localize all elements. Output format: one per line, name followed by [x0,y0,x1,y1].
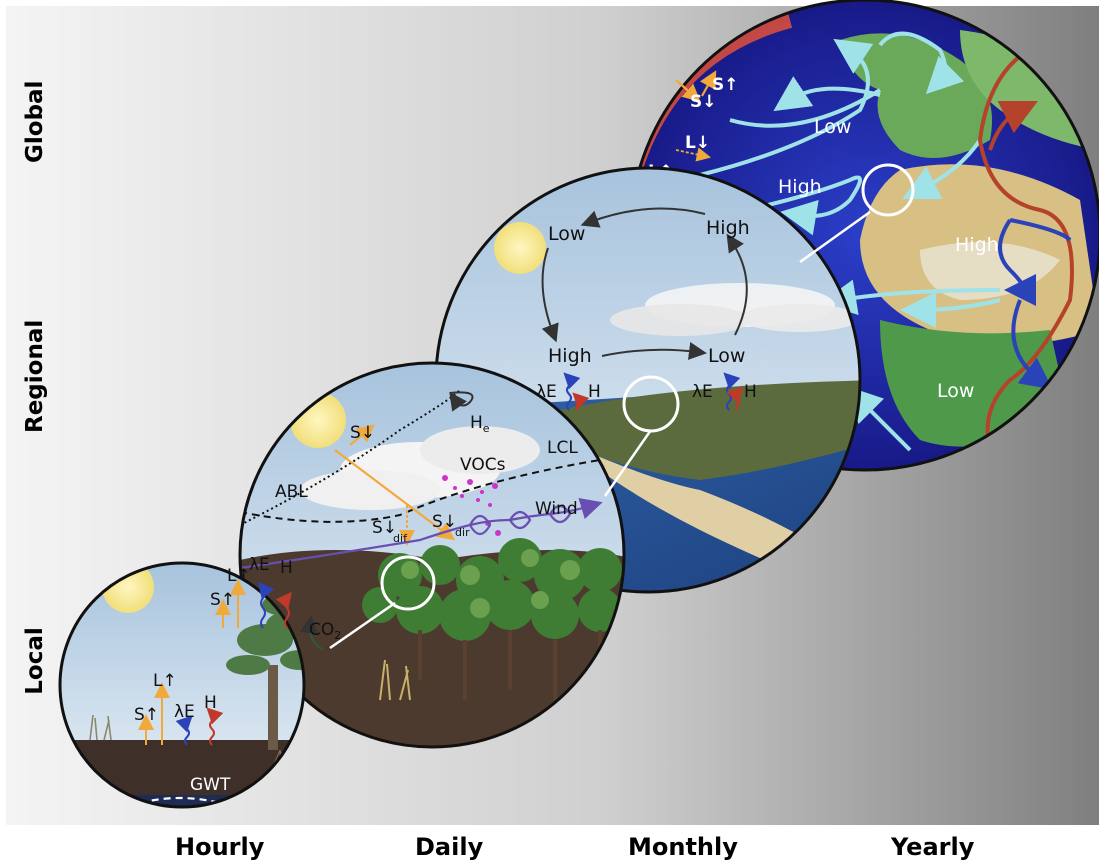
global-l-down-label: L↓ [685,133,710,153]
regional-le-label-2: λE [692,382,713,402]
temporal-label-monthly: Monthly [628,833,738,861]
sun-regional [494,222,546,274]
local-l-up-label: L↑ [153,671,177,691]
wind-path [240,497,603,570]
daily-panel: S↓ He LCL VOCs ABL Wind S↓ dif S↓ dir [238,361,626,749]
regional-high-label-1: High [706,217,750,239]
temporal-label-yearly: Yearly [891,833,975,861]
daily-vocs-label: VOCs [460,455,506,475]
local-gwt-label: GWT [190,775,231,795]
temporal-label-daily: Daily [415,833,484,861]
regional-h-label-2: H [744,382,757,402]
local-s-up-label: S↑ [134,705,159,725]
local-h-top-label: H [280,558,293,578]
zoom-line-regional-daily [603,429,653,497]
regional-h-label-1: H [588,382,601,402]
temporal-label-hourly: Hourly [175,833,265,861]
global-high-label-1: High [778,176,822,198]
daily-he-label: He [470,413,490,435]
global-s-down-label: S↓ [690,92,717,112]
global-low-label-2: Low [937,380,974,402]
regional-high-label-2: High [548,345,592,367]
spatial-label-global: Global [22,80,48,163]
zoom-line-daily-local [329,601,396,650]
global-s-up-label: S↑ [712,75,739,95]
local-co2-label: CO2 [309,620,341,642]
spatial-label-local: Local [22,627,48,695]
regional-low-label-1: Low [548,223,585,245]
daily-lcl-label: LCL [547,438,578,458]
daily-wind-label: Wind [535,499,578,519]
land-east [960,30,1099,150]
local-h-label: H [204,693,217,713]
local-le-top-label: λE [249,555,270,575]
forest-canopy [362,538,622,641]
zoom-circle-daily [380,555,436,611]
global-high-label-2: High [955,234,999,256]
local-s-up-top-label: S↑ [210,590,235,610]
regional-land [520,380,860,480]
zoom-line-global-regional [799,210,871,264]
global-low-label-1: Low [814,116,851,138]
tree-trunk [268,665,278,750]
zoom-circle-global [861,163,915,217]
daily-abl-label: ABL [275,482,308,502]
daily-s-dif-label: S↓ dif [372,518,408,545]
local-le-label: λE [174,702,195,722]
abl-line [240,389,461,526]
spatial-label-regional: Regional [22,319,48,433]
regional-low-label-2: Low [708,345,745,367]
daily-s-down-label: S↓ [350,423,375,443]
daily-s-dir-label: S↓ dir [432,512,470,539]
lcl-line [240,459,601,523]
local-l-up-top-label: L↑ [227,566,251,586]
